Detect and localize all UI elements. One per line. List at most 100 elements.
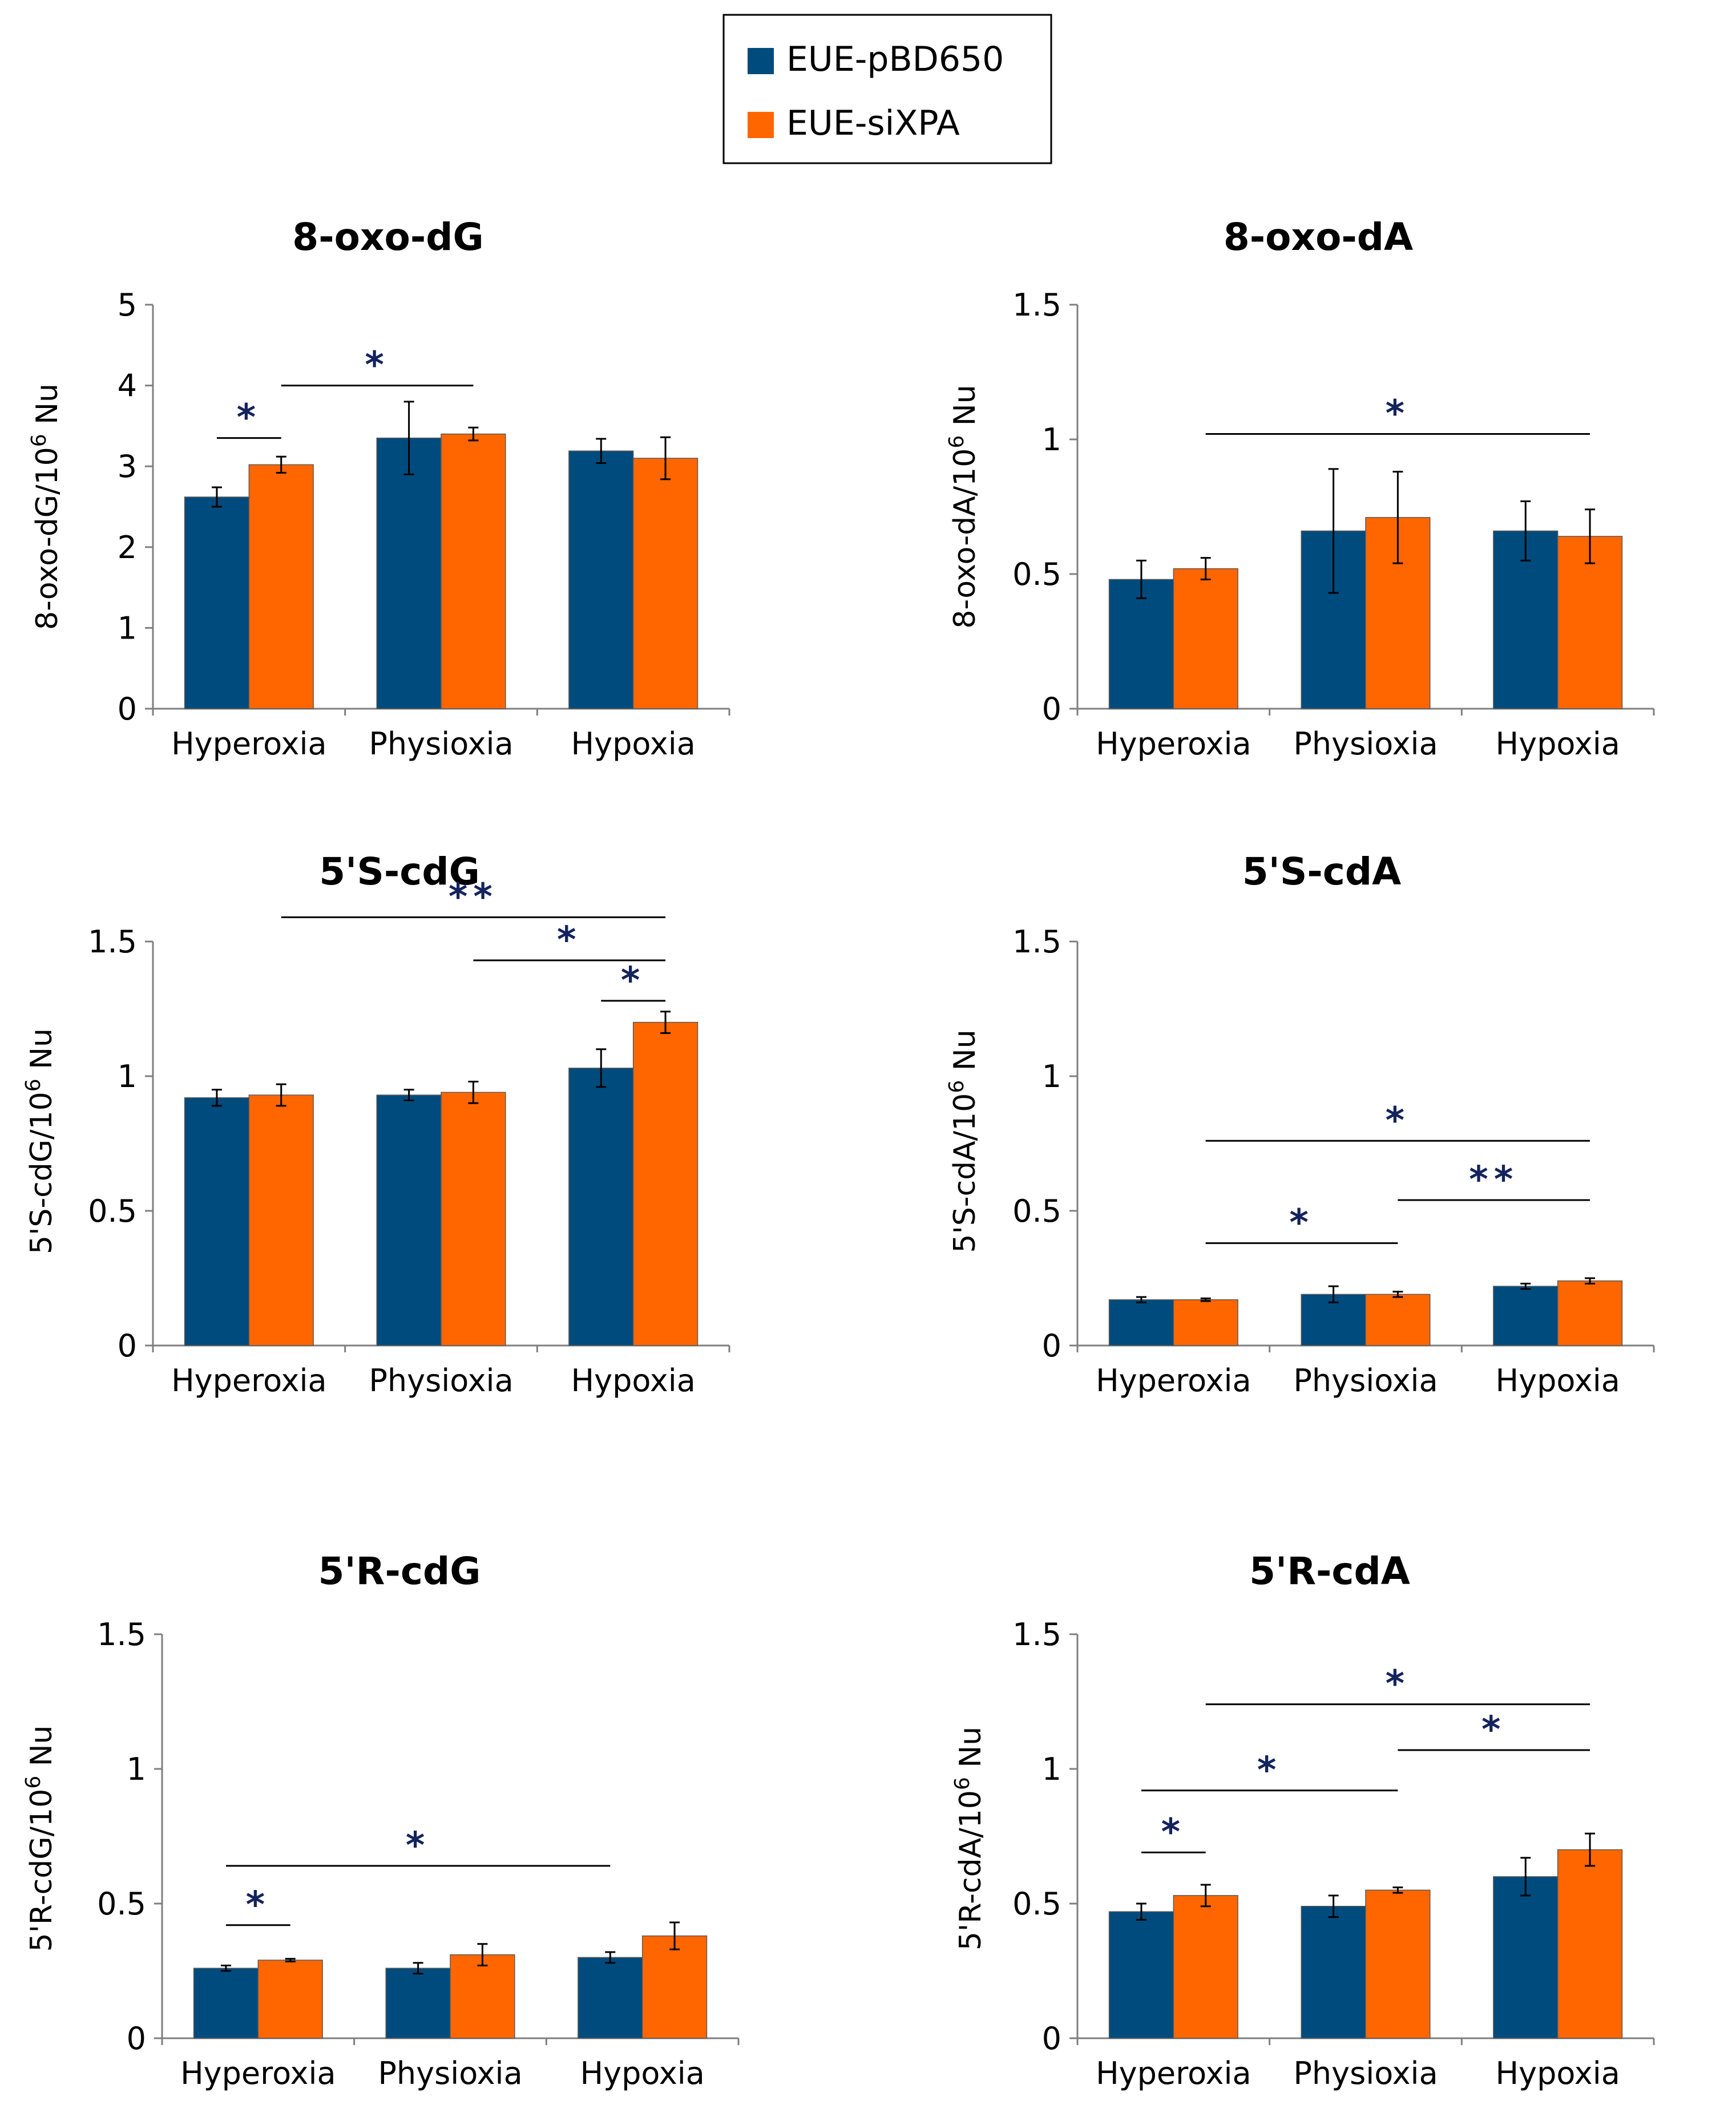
x-tick-label: Physioxia [1293,1363,1438,1399]
y-tick-label: 0 [1042,691,1061,727]
x-tick-label: Hyperoxia [171,726,327,762]
bar [376,437,442,709]
bar [248,464,314,709]
y-tick-label: 1 [1042,422,1061,458]
x-tick-label: Physioxia [369,1363,513,1399]
y-tick-label: 1.5 [1012,1617,1061,1653]
chart-panel: 5'R-cdG 0 0.5 1 1.5 Hyperoxia Physioxia Hypoxia… [22,1549,740,2091]
significance-label: * [406,1825,430,1867]
y-tick-label: 0.5 [88,1193,137,1229]
bar [1108,1299,1174,1346]
chart-title: 5'S-cdA [1242,850,1402,894]
significance-label: * [1386,1663,1410,1706]
chart-panel: 5'S-cdA 0 0.5 1 1.5 Hyperoxia Physioxia Hypoxia… [945,850,1655,1399]
significance-label: ** [449,876,498,919]
bar [1557,536,1623,709]
significance-label: * [1386,393,1410,435]
y-axis-label: 5'S-cdA/106 Nu [945,1029,983,1253]
chart-panel: 5'S-cdG 0 0.5 1 1.5 Hyperoxia Physioxia Hypoxia… [22,850,730,1399]
bar [441,1092,506,1346]
chart-title: 5'S-cdG [319,850,480,894]
y-tick-label: 1 [118,1058,137,1094]
y-tick-label: 0.5 [1012,1886,1061,1922]
significance-label: * [365,345,389,387]
legend: EUE-pBD650 EUE-siXPA [722,14,1052,164]
chart-title: 8-oxo-dG [292,215,483,259]
bar [184,496,250,709]
legend-swatch-series-b [748,112,774,138]
x-tick-label: Hypoxia [1496,1363,1620,1399]
chart-title: 5'R-cdA [1249,1549,1410,1593]
bar [1493,1286,1559,1346]
y-tick-label: 1 [1042,1058,1061,1094]
bar [257,1959,323,2039]
significance-label: * [246,1884,271,1926]
significance-label: * [1161,1811,1186,1853]
y-tick-label: 0 [118,691,137,727]
bar [1493,1876,1559,2039]
y-tick-label: 0 [127,2021,146,2057]
y-tick-label: 1.5 [1012,924,1061,960]
bar [1557,1280,1623,1346]
y-axis-label: 5'S-cdG/106 Nu [22,1028,59,1254]
x-tick-label: Physioxia [378,2055,522,2091]
x-tick-label: Hyperoxia [180,2055,336,2091]
y-tick-label: 5 [118,287,137,323]
y-tick-label: 2 [118,530,137,565]
bar [1108,579,1174,709]
x-tick-label: Hypoxia [571,726,696,762]
bar [1365,1889,1431,2039]
bar [1301,1905,1366,2039]
bar [632,458,699,709]
y-tick-label: 0.5 [1012,1193,1061,1229]
x-tick-label: Hyperoxia [171,1363,327,1399]
bar [248,1094,314,1346]
x-tick-label: Hyperoxia [1096,2055,1251,2091]
bar [1173,1299,1238,1346]
bar [568,450,634,709]
x-tick-label: Hyperoxia [1096,1363,1251,1399]
significance-label: ** [1469,1159,1519,1201]
bar [1365,1294,1431,1346]
bar [193,1967,259,2039]
y-tick-label: 3 [118,449,137,484]
legend-label-series-b: EUE-siXPA [786,103,960,143]
bar [1173,1895,1238,2039]
y-tick-label: 1.5 [97,1617,146,1653]
y-tick-label: 1 [127,1751,146,1787]
x-tick-label: Hypoxia [580,2055,705,2091]
y-tick-label: 0 [1042,2021,1061,2057]
y-tick-label: 0.5 [1012,556,1061,592]
legend-box [722,14,1052,164]
y-tick-label: 1 [1042,1751,1061,1787]
bar [641,1935,708,2039]
significance-label: * [237,397,261,439]
y-tick-label: 0.5 [97,1886,146,1922]
significance-label: * [1386,1100,1410,1142]
chart-title: 8-oxo-dA [1224,215,1413,259]
x-tick-label: Hypoxia [571,1363,696,1399]
y-axis-label: 5'R-cdG/106 Nu [22,1725,59,1952]
y-tick-label: 0 [1042,1328,1061,1364]
significance-label: * [1289,1202,1314,1245]
y-tick-label: 4 [118,368,137,404]
bar [184,1097,250,1346]
x-tick-label: Physioxia [369,726,513,762]
y-axis-label: 5'R-cdA/106 Nu [951,1727,988,1950]
y-tick-label: 1.5 [1012,287,1061,323]
bar [1173,568,1238,709]
bar [1108,1911,1174,2039]
x-tick-label: Physioxia [1293,726,1438,762]
chart-panel: 8-oxo-dG 0 1 2 3 4 5 Hyperoxia Physioxia Hypoxia 8… [27,215,730,762]
legend-label-series-a: EUE-pBD650 [786,39,1004,79]
bar [1557,1849,1623,2039]
y-tick-label: 1 [118,610,137,646]
chart-title: 5'R-cdG [318,1549,481,1593]
chart-panels: 8-oxo-dG 0 1 2 3 4 5 Hyperoxia Physioxia Hypoxia 8… [22,215,1655,2091]
significance-label: * [621,960,645,1002]
x-tick-label: Hyperoxia [1096,726,1251,762]
bar [385,1967,451,2039]
bar [376,1094,442,1346]
x-tick-label: Physioxia [1293,2055,1438,2091]
